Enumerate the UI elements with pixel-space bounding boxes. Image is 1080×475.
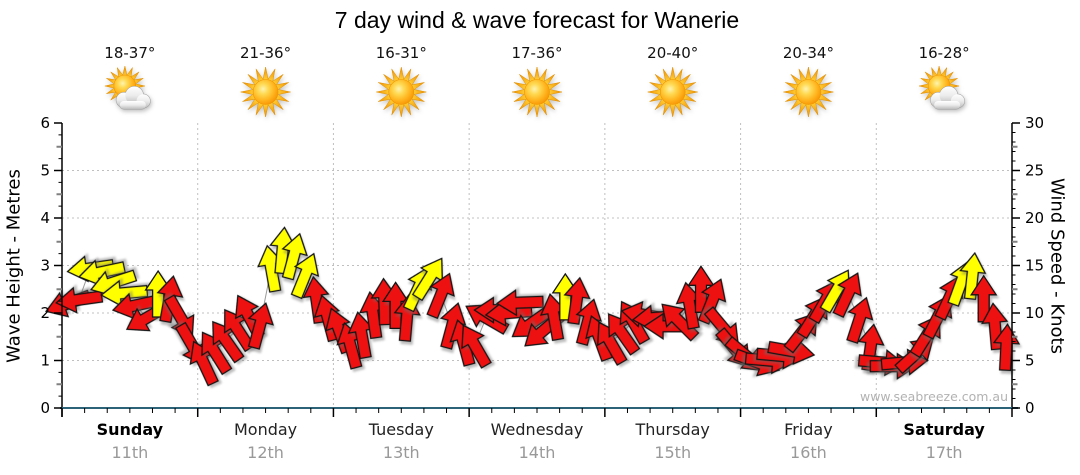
day-temp: 20-34°: [782, 44, 834, 62]
watermark: www.seabreeze.com.au: [859, 389, 1008, 404]
day-date: 17th: [925, 443, 963, 462]
right-axis-tick-label: 25: [1025, 162, 1044, 180]
wind-arrow: [661, 303, 700, 342]
day-temp: 16-31°: [375, 44, 427, 62]
day-temp: 18-37°: [104, 44, 156, 62]
sun-disc: [795, 79, 822, 105]
sun-disc: [524, 79, 550, 105]
left-axis-tick-label: 0: [40, 399, 50, 417]
sun-icon: [647, 66, 698, 118]
cloud-icon: [930, 86, 965, 110]
wind-arrow: [959, 251, 987, 301]
wind-arrow: [461, 324, 492, 369]
day-temp: 16-28°: [918, 44, 970, 62]
sun-icon: [511, 66, 563, 118]
left-axis-tick-label: 5: [40, 162, 50, 180]
sun-icon: [783, 66, 834, 118]
day-date: 11th: [111, 443, 149, 462]
left-axis-tick-label: 2: [40, 304, 50, 322]
day-date: 16th: [790, 443, 827, 462]
wind-arrow: [832, 272, 862, 319]
wind-arrow: [575, 298, 603, 347]
left-axis-tick-label: 6: [40, 114, 50, 132]
day-temp: 20-40°: [647, 44, 699, 62]
day-name: Wednesday: [490, 420, 584, 439]
right-axis-tick-label: 5: [1025, 352, 1035, 370]
chart-title: 7 day wind & wave forecast for Wanerie: [334, 7, 740, 33]
left-axis-title: Wave Height - Metres: [3, 169, 25, 363]
wind-arrow: [563, 276, 591, 325]
right-axis-tick-label: 10: [1025, 304, 1044, 322]
day-date: 12th: [247, 443, 284, 462]
sun-icon: [240, 66, 291, 118]
sun-disc: [252, 79, 279, 105]
wind-arrow: [495, 289, 544, 317]
day-temp: 21-36°: [240, 44, 292, 62]
sun-disc: [659, 79, 686, 105]
day-name: Tuesday: [368, 420, 434, 439]
wind-arrow: [281, 232, 308, 281]
sun-icon: [376, 66, 427, 118]
day-name: Friday: [784, 420, 833, 439]
day-name: Thursday: [635, 420, 710, 439]
left-axis-tick-label: 4: [40, 209, 50, 227]
cloud-icon: [115, 86, 151, 110]
wind-arrow: [426, 272, 455, 320]
day-date: 15th: [654, 443, 692, 462]
wind-arrows: [44, 226, 1021, 387]
wind-arrow: [247, 302, 275, 350]
day-date: 13th: [382, 443, 420, 462]
right-axis-tick-label: 0: [1025, 399, 1035, 417]
left-axis-tick-label: 1: [40, 352, 50, 370]
sun-cloud-icon: [104, 65, 151, 110]
right-axis-tick-label: 20: [1025, 209, 1044, 227]
wind-arrow: [439, 302, 467, 350]
day-date: 14th: [518, 443, 556, 462]
right-axis-tick-label: 30: [1025, 114, 1044, 132]
day-name: Monday: [233, 420, 298, 439]
day-name: Saturday: [903, 420, 985, 439]
sun-cloud-icon: [919, 65, 965, 110]
wind-arrow: [55, 286, 104, 314]
left-axis-tick-label: 3: [40, 257, 50, 275]
wind-arrow: [846, 296, 874, 344]
day-name: Sunday: [96, 420, 164, 439]
right-axis-title: Wind Speed - Knots: [1046, 178, 1068, 354]
sun-disc: [388, 79, 415, 105]
right-axis-tick-label: 15: [1025, 257, 1044, 275]
axes: [54, 122, 1020, 417]
wind-arrow: [290, 252, 320, 300]
day-temp: 17-36°: [511, 44, 563, 62]
